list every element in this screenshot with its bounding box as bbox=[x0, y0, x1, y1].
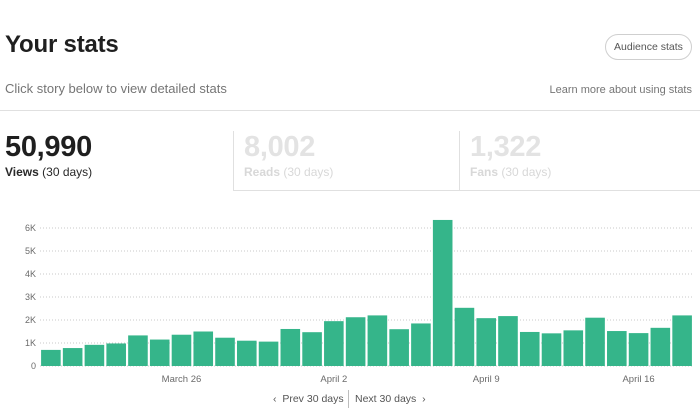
bar bbox=[541, 333, 562, 366]
bar bbox=[607, 331, 627, 366]
bar bbox=[302, 332, 322, 366]
bar bbox=[280, 328, 301, 366]
tab-views[interactable]: 50,990 Views (30 days) bbox=[5, 131, 233, 191]
fans-label: Fans bbox=[470, 165, 499, 179]
bar bbox=[650, 327, 671, 366]
bar bbox=[84, 344, 105, 366]
pager-divider bbox=[348, 390, 349, 408]
chevron-left-icon: ‹ bbox=[273, 393, 277, 405]
bar bbox=[476, 318, 497, 366]
page-title: Your stats bbox=[5, 31, 119, 58]
tab-fans[interactable]: 1,322 Fans (30 days) bbox=[459, 131, 700, 191]
chevron-right-icon: › bbox=[422, 393, 426, 405]
bar bbox=[367, 315, 388, 366]
fans-count: 1,322 bbox=[470, 131, 542, 163]
views-period: (30 days) bbox=[42, 165, 93, 179]
bar bbox=[324, 321, 344, 366]
y-tick-label: 5K bbox=[25, 246, 36, 256]
fans-period: (30 days) bbox=[501, 165, 552, 179]
y-tick-label: 1K bbox=[25, 338, 36, 348]
bar bbox=[628, 333, 649, 366]
bar bbox=[585, 317, 605, 366]
x-tick-label: April 2 bbox=[320, 374, 347, 385]
y-tick-label: 6K bbox=[25, 223, 36, 233]
reads-count: 8,002 bbox=[244, 131, 316, 163]
bar bbox=[41, 349, 61, 366]
bar bbox=[149, 339, 170, 366]
bar bbox=[236, 340, 257, 366]
bar bbox=[258, 341, 279, 366]
views-count: 50,990 bbox=[5, 131, 92, 163]
bar bbox=[106, 343, 126, 366]
next-30-days-label: Next 30 days bbox=[355, 393, 417, 405]
bar bbox=[411, 323, 431, 366]
learn-more-link[interactable]: Learn more about using stats bbox=[549, 84, 692, 96]
bar bbox=[563, 330, 584, 366]
bar bbox=[215, 337, 235, 366]
y-tick-label: 0 bbox=[31, 361, 36, 371]
audience-stats-button[interactable]: Audience stats bbox=[605, 34, 692, 60]
bar bbox=[519, 331, 540, 366]
reads-period: (30 days) bbox=[283, 165, 334, 179]
y-tick-label: 3K bbox=[25, 292, 36, 302]
bar bbox=[62, 348, 83, 366]
views-bar-chart: 0 1K 2K 3K 4K 5K 6K March 26 April 2 April 9 April… bbox=[25, 219, 693, 385]
bar bbox=[498, 316, 518, 366]
next-30-days-button[interactable]: Next 30 days › bbox=[355, 393, 426, 405]
page-subtitle: Click story below to view detailed stats bbox=[5, 81, 227, 96]
y-tick-label: 4K bbox=[25, 269, 36, 279]
x-tick-label: April 16 bbox=[622, 374, 654, 385]
header-divider bbox=[0, 110, 700, 111]
bar bbox=[432, 219, 453, 366]
bar bbox=[672, 315, 692, 366]
bar bbox=[193, 331, 214, 366]
bar bbox=[128, 335, 148, 366]
tab-reads[interactable]: 8,002 Reads (30 days) bbox=[233, 131, 459, 191]
y-tick-label: 2K bbox=[25, 315, 36, 325]
reads-label: Reads bbox=[244, 165, 281, 179]
prev-30-days-label: Prev 30 days bbox=[282, 393, 344, 405]
bar bbox=[454, 307, 475, 366]
bar bbox=[345, 317, 366, 366]
x-tick-label: April 9 bbox=[473, 374, 500, 385]
bar bbox=[171, 334, 192, 366]
x-tick-label: March 26 bbox=[162, 374, 202, 385]
views-label: Views bbox=[5, 165, 39, 179]
bar bbox=[389, 329, 409, 366]
prev-30-days-button[interactable]: ‹ Prev 30 days bbox=[273, 393, 344, 405]
